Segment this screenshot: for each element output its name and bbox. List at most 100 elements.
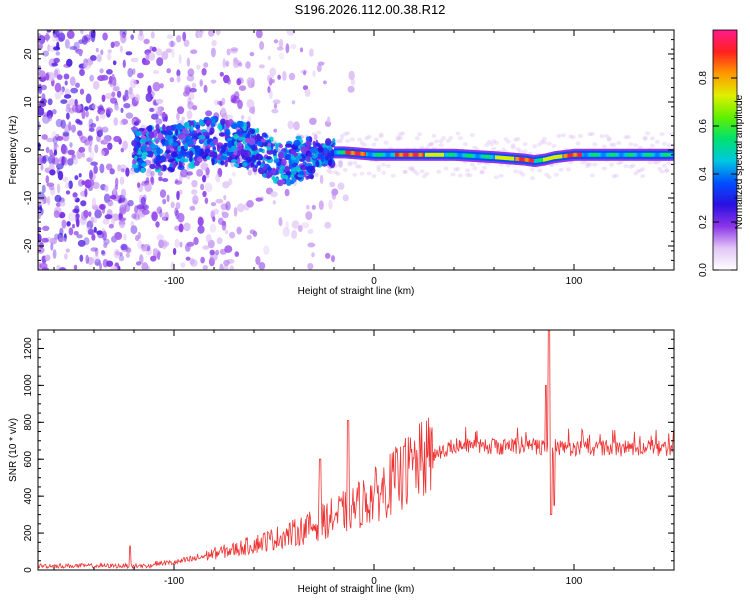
noise-blob bbox=[45, 73, 50, 81]
band-core bbox=[662, 152, 664, 157]
band-core bbox=[599, 152, 601, 157]
band-core bbox=[352, 151, 354, 155]
turbulent-blob bbox=[209, 151, 217, 157]
band-core bbox=[451, 152, 453, 157]
noise-blob bbox=[78, 173, 82, 178]
band-core bbox=[568, 153, 570, 158]
noise-blob bbox=[183, 39, 190, 47]
turbulent-blob bbox=[178, 160, 183, 169]
noise-blob bbox=[40, 98, 47, 105]
noise-blob bbox=[210, 47, 216, 58]
band-core bbox=[425, 152, 427, 157]
band-core bbox=[448, 152, 450, 157]
noise-blob bbox=[145, 52, 150, 61]
noise-blob bbox=[215, 30, 221, 36]
band-core bbox=[619, 152, 621, 157]
halo-blob bbox=[479, 170, 485, 175]
band-core bbox=[341, 150, 343, 155]
band-core bbox=[459, 153, 461, 158]
noise-blob bbox=[339, 134, 344, 141]
band-core bbox=[496, 155, 498, 160]
noise-blob bbox=[191, 180, 198, 188]
halo-blob bbox=[664, 168, 670, 173]
noise-blob bbox=[38, 246, 45, 254]
noise-blob bbox=[111, 91, 116, 98]
halo-blob bbox=[342, 167, 348, 172]
halo-blob bbox=[453, 167, 459, 172]
band-core bbox=[564, 154, 566, 158]
band-core bbox=[577, 152, 579, 157]
noise-blob bbox=[120, 188, 127, 198]
snr-background bbox=[38, 330, 674, 570]
noise-blob bbox=[63, 157, 68, 166]
noise-blob bbox=[153, 105, 161, 113]
halo-blob bbox=[371, 174, 377, 178]
halo-blob bbox=[515, 136, 521, 141]
band-core bbox=[346, 150, 348, 155]
halo-blob bbox=[616, 161, 622, 166]
halo-blob bbox=[450, 172, 456, 177]
turbulent-blob bbox=[211, 158, 215, 166]
band-core bbox=[467, 153, 469, 158]
noise-blob bbox=[337, 182, 345, 190]
noise-blob bbox=[129, 78, 137, 89]
halo-blob bbox=[342, 132, 348, 137]
turbulent-blob bbox=[275, 144, 279, 152]
noise-blob bbox=[143, 38, 150, 45]
band-core bbox=[515, 156, 517, 161]
noise-blob bbox=[234, 251, 240, 257]
halo-blob bbox=[441, 136, 447, 140]
band-core bbox=[423, 152, 425, 157]
colorbar-tick-label: 0.0 bbox=[698, 263, 709, 277]
halo-blob bbox=[455, 166, 461, 171]
noise-blob bbox=[291, 220, 300, 229]
band-core bbox=[621, 152, 623, 157]
noise-blob bbox=[176, 69, 181, 77]
turbulent-blob bbox=[255, 153, 263, 161]
turbulent-blob bbox=[248, 137, 256, 146]
noise-blob bbox=[136, 182, 141, 189]
noise-blob bbox=[47, 98, 53, 106]
turbulent-blob bbox=[198, 134, 206, 140]
noise-blob bbox=[120, 168, 125, 173]
halo-blob bbox=[565, 167, 571, 172]
noise-blob bbox=[222, 181, 230, 189]
band-core bbox=[524, 157, 526, 162]
turbulent-blob bbox=[220, 145, 226, 153]
noise-blob bbox=[119, 252, 123, 257]
halo-blob bbox=[436, 169, 442, 174]
noise-blob bbox=[178, 223, 184, 233]
turbulent-blob bbox=[133, 137, 140, 142]
turbulent-blob bbox=[306, 155, 311, 163]
band-core bbox=[337, 150, 339, 155]
halo-blob bbox=[505, 139, 511, 144]
noise-blob bbox=[68, 98, 76, 107]
turbulent-blob bbox=[183, 122, 189, 129]
noise-blob bbox=[245, 61, 251, 69]
band-core bbox=[439, 152, 441, 157]
noise-blob bbox=[232, 95, 240, 104]
noise-blob bbox=[213, 99, 219, 106]
turbulent-blob bbox=[148, 150, 153, 155]
band-core bbox=[566, 153, 568, 158]
halo-blob bbox=[313, 173, 319, 178]
halo-blob bbox=[378, 132, 384, 137]
turbulent-blob bbox=[149, 142, 156, 150]
noise-blob bbox=[84, 188, 88, 198]
noise-blob bbox=[102, 32, 108, 41]
halo-blob bbox=[426, 143, 432, 148]
band-core bbox=[609, 152, 611, 157]
noise-blob bbox=[114, 232, 123, 240]
band-core bbox=[492, 155, 494, 160]
turbulent-blob bbox=[310, 147, 318, 154]
halo-blob bbox=[587, 162, 593, 167]
band-core bbox=[351, 151, 353, 155]
noise-blob bbox=[74, 175, 79, 181]
noise-blob bbox=[267, 74, 271, 83]
band-core bbox=[378, 152, 380, 157]
noise-blob bbox=[215, 198, 224, 204]
noise-blob bbox=[90, 247, 98, 252]
halo-blob bbox=[465, 172, 471, 177]
noise-blob bbox=[282, 70, 287, 81]
noise-blob bbox=[47, 71, 55, 82]
